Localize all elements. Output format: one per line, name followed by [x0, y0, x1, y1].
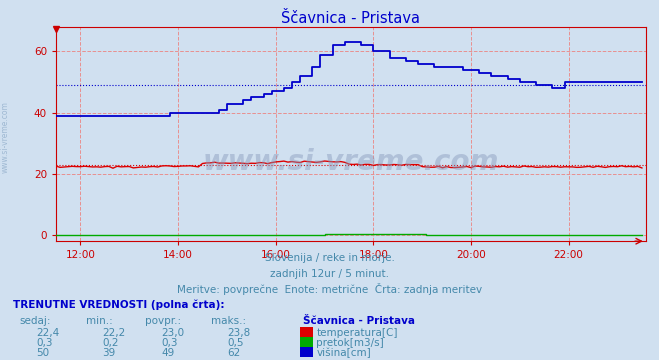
Text: 62: 62: [227, 348, 241, 358]
Title: Ščavnica - Pristava: Ščavnica - Pristava: [281, 11, 420, 26]
Text: Meritve: povprečne  Enote: metrične  Črta: zadnja meritev: Meritve: povprečne Enote: metrične Črta:…: [177, 283, 482, 296]
Text: 23,0: 23,0: [161, 328, 185, 338]
Text: www.si-vreme.com: www.si-vreme.com: [203, 148, 499, 176]
Text: 22,4: 22,4: [36, 328, 59, 338]
Text: 23,8: 23,8: [227, 328, 250, 338]
Text: pretok[m3/s]: pretok[m3/s]: [316, 338, 384, 348]
Text: zadnjih 12ur / 5 minut.: zadnjih 12ur / 5 minut.: [270, 269, 389, 279]
Text: 22,2: 22,2: [102, 328, 125, 338]
Text: 39: 39: [102, 348, 115, 358]
Text: Slovenija / reke in morje.: Slovenija / reke in morje.: [264, 253, 395, 263]
Text: višina[cm]: višina[cm]: [316, 347, 371, 358]
Text: 0,5: 0,5: [227, 338, 244, 348]
Text: 50: 50: [36, 348, 49, 358]
Text: 0,2: 0,2: [102, 338, 119, 348]
Text: 0,3: 0,3: [161, 338, 178, 348]
Text: sedaj:: sedaj:: [20, 316, 51, 326]
Text: temperatura[C]: temperatura[C]: [316, 328, 398, 338]
Text: povpr.:: povpr.:: [145, 316, 181, 326]
Text: TRENUTNE VREDNOSTI (polna črta):: TRENUTNE VREDNOSTI (polna črta):: [13, 299, 225, 310]
Text: maks.:: maks.:: [211, 316, 246, 326]
Text: Ščavnica - Pristava: Ščavnica - Pristava: [303, 316, 415, 326]
Text: min.:: min.:: [86, 316, 113, 326]
Text: 0,3: 0,3: [36, 338, 53, 348]
Text: 49: 49: [161, 348, 175, 358]
Text: www.si-vreme.com: www.si-vreme.com: [1, 101, 10, 173]
